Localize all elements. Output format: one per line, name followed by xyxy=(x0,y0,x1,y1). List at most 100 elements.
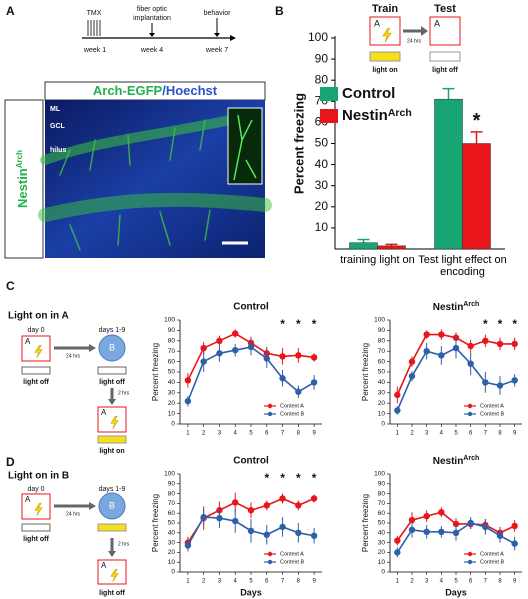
chart-title: NestinArch xyxy=(433,301,480,313)
x-tick-label: 8 xyxy=(498,431,502,437)
significance: * xyxy=(473,110,481,132)
x-tick-label: 5 xyxy=(249,579,253,585)
y-tick-label: 100 xyxy=(374,317,385,324)
point xyxy=(200,513,207,521)
point xyxy=(496,532,504,539)
point xyxy=(279,353,286,360)
panel-label: C xyxy=(6,279,15,293)
point xyxy=(232,499,239,506)
x-tick-label: 3 xyxy=(425,579,429,585)
y-tick-label: 50 xyxy=(168,520,176,527)
y-tick-label: 40 xyxy=(315,157,329,171)
context-label: B xyxy=(109,500,115,510)
legend-label: Control xyxy=(342,85,395,102)
x-tick-label: 3 xyxy=(218,431,222,437)
x-tick-label: 4 xyxy=(234,431,238,437)
interval-label: 24 hrs xyxy=(66,353,80,359)
significance: * xyxy=(312,471,317,485)
layer-label: ML xyxy=(50,106,61,113)
day-label: day 0 xyxy=(27,327,44,334)
y-axis-label: Percent freezing xyxy=(151,343,160,401)
behavior-label: behavior xyxy=(204,10,232,17)
test-label: Test xyxy=(434,3,456,15)
point xyxy=(263,531,270,538)
interval-label: 2 hrs xyxy=(118,541,130,547)
point xyxy=(295,388,302,395)
legend-marker xyxy=(267,411,273,417)
y-tick-label: 50 xyxy=(168,369,176,376)
point xyxy=(423,348,430,355)
point xyxy=(496,382,504,389)
y-tick-label: 60 xyxy=(168,510,176,517)
y-tick-label: 20 xyxy=(315,199,329,213)
light-bar xyxy=(369,51,401,62)
y-tick-label: 30 xyxy=(315,178,329,192)
protocol-title: Light on in A xyxy=(8,311,69,322)
context-label: B xyxy=(109,342,115,352)
point xyxy=(394,391,401,399)
point xyxy=(408,358,416,365)
point xyxy=(511,377,518,384)
y-tick-label: 90 xyxy=(315,51,329,65)
chart-title-sup: Arch xyxy=(463,455,479,462)
y-tick-label: 30 xyxy=(168,390,176,397)
legend-label-sup: Arch xyxy=(388,107,412,119)
day-label: day 0 xyxy=(27,486,44,493)
y-tick-label: 10 xyxy=(378,410,386,417)
x-tick-label: 1 xyxy=(186,579,190,585)
x-tick-label: 7 xyxy=(484,431,488,437)
point xyxy=(423,331,430,338)
x-axis-label: Days xyxy=(240,587,262,597)
y-tick-label: 30 xyxy=(378,539,386,546)
legend-label: Context B xyxy=(480,411,504,417)
point xyxy=(279,375,286,382)
point xyxy=(452,344,460,352)
legend-label: Context B xyxy=(280,559,304,565)
interval-label: 24 hrs xyxy=(66,511,80,517)
point xyxy=(263,502,270,509)
point xyxy=(482,379,489,386)
context-label: A xyxy=(25,495,31,504)
y-axis-label: Percent freezing xyxy=(291,93,306,194)
light-bar xyxy=(97,366,127,375)
y-tick-label: 10 xyxy=(315,220,329,234)
light-bar xyxy=(429,51,461,62)
x-tick-label: 1 xyxy=(186,431,190,437)
point xyxy=(423,528,430,536)
significance: * xyxy=(296,471,301,485)
point xyxy=(184,397,192,405)
legend-marker xyxy=(267,403,273,409)
context-box xyxy=(97,406,127,433)
x-tick-label: 9 xyxy=(513,431,517,437)
y-tick-label: 100 xyxy=(164,317,175,324)
x-tick-label: 7 xyxy=(281,431,285,437)
legend-label: Context A xyxy=(480,551,504,557)
legend-marker xyxy=(267,559,273,565)
point xyxy=(263,355,270,362)
y-tick-label: 10 xyxy=(378,559,386,566)
layer-label: hilus xyxy=(50,147,66,154)
x-tick-label: 4 xyxy=(440,431,444,437)
x-tick-label: 8 xyxy=(498,579,502,585)
image-title-green: Arch-EGFP xyxy=(93,83,163,98)
y-tick-label: 20 xyxy=(168,400,176,407)
context-box xyxy=(429,16,461,46)
x-tick-label: training light on xyxy=(340,254,415,266)
x-tick-label-box: Test light effect on encoding xyxy=(418,254,506,278)
y-axis-label: Percent freezing xyxy=(361,343,370,401)
point xyxy=(438,331,445,338)
point xyxy=(394,549,401,556)
legend-swatch xyxy=(320,87,338,101)
x-tick-label: 7 xyxy=(281,579,285,585)
y-tick-label: 40 xyxy=(168,530,176,537)
x-tick-label: 9 xyxy=(312,579,316,585)
point xyxy=(467,519,474,527)
light-off-label: light off xyxy=(23,536,49,543)
point xyxy=(216,514,223,522)
point xyxy=(184,377,192,384)
week-label: week 7 xyxy=(205,47,228,54)
implant-label: implantation xyxy=(133,15,171,22)
legend-label: NestinArch xyxy=(342,107,412,124)
legend-label: Context A xyxy=(480,403,504,409)
